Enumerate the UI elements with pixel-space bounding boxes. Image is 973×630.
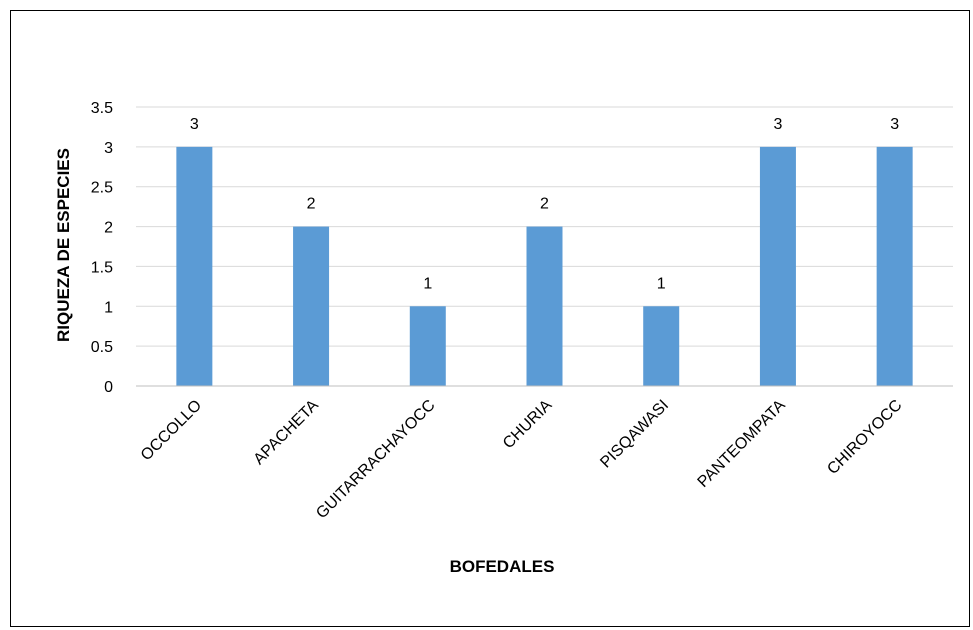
y-tick-label: 2.5 xyxy=(91,180,113,197)
data-label: 1 xyxy=(423,275,432,292)
bar xyxy=(409,306,446,386)
chart-frame xyxy=(10,10,970,627)
data-label: 2 xyxy=(307,196,316,213)
x-tick-label: CHURIA xyxy=(500,397,556,453)
y-axis-title: RIQUEZA DE ESPECIES xyxy=(54,148,73,342)
y-tick-label: 2 xyxy=(104,220,113,237)
bar xyxy=(526,226,563,386)
data-label: 3 xyxy=(890,116,899,133)
y-tick-label: 1 xyxy=(104,299,113,316)
data-label: 3 xyxy=(190,116,199,133)
bar xyxy=(876,146,913,386)
y-tick-label: 3 xyxy=(104,140,113,157)
y-tick-label: 0 xyxy=(104,379,113,396)
x-tick-label: CHIROYOCC xyxy=(824,397,905,478)
y-tick-label: 3.5 xyxy=(91,100,113,117)
x-tick-label: PANTEOMPATA xyxy=(695,397,789,491)
bar xyxy=(293,226,330,386)
y-tick-label: 1.5 xyxy=(91,259,113,276)
x-tick-label: OCCOLLO xyxy=(138,397,205,464)
data-label: 1 xyxy=(657,275,666,292)
x-tick-label: APACHETA xyxy=(251,397,323,469)
x-axis-title: BOFEDALES xyxy=(450,557,555,576)
bar xyxy=(759,146,796,386)
y-tick-label: 0.5 xyxy=(91,339,113,356)
x-tick-label: PISQAWASI xyxy=(597,397,672,472)
bars xyxy=(176,146,913,386)
bar xyxy=(176,146,213,386)
data-label: 3 xyxy=(773,116,782,133)
gridlines xyxy=(136,106,953,347)
data-label: 2 xyxy=(540,196,549,213)
bar xyxy=(643,306,680,386)
x-tick-label: GUITARRACHAYOCC xyxy=(313,397,438,522)
